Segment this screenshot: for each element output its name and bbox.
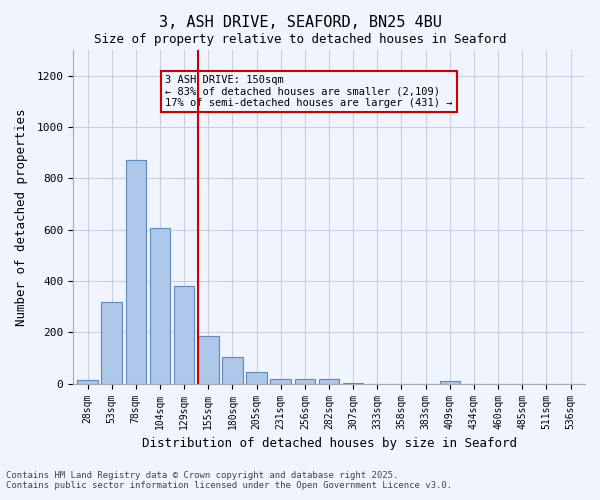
Bar (222, 356, 242, 384)
Bar (295, 379, 315, 384)
Text: 3, ASH DRIVE, SEAFORD, BN25 4BU: 3, ASH DRIVE, SEAFORD, BN25 4BU (158, 15, 442, 30)
Bar (440, 381, 460, 384)
Text: Contains HM Land Registry data © Crown copyright and database right 2025.
Contai: Contains HM Land Registry data © Crown c… (6, 470, 452, 490)
Bar (198, 336, 218, 384)
Y-axis label: Number of detached properties: Number of detached properties (15, 108, 28, 326)
Bar (174, 286, 194, 384)
Bar (319, 378, 339, 384)
Bar (77, 380, 98, 384)
Text: 3 ASH DRIVE: 150sqm
← 83% of detached houses are smaller (2,109)
17% of semi-det: 3 ASH DRIVE: 150sqm ← 83% of detached ho… (165, 75, 453, 108)
Bar (343, 383, 364, 384)
Bar (247, 372, 267, 384)
Bar (271, 378, 291, 384)
Bar (125, 160, 146, 384)
Bar (150, 228, 170, 384)
Text: Size of property relative to detached houses in Seaford: Size of property relative to detached ho… (94, 32, 506, 46)
Bar (101, 302, 122, 384)
X-axis label: Distribution of detached houses by size in Seaford: Distribution of detached houses by size … (142, 437, 517, 450)
